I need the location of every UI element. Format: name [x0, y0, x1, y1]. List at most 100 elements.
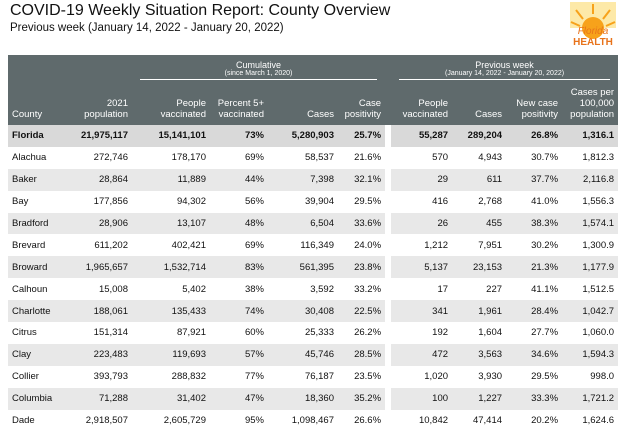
cell: 94,302: [176, 196, 206, 208]
cell: 1,020: [385, 365, 453, 388]
cell: 1,961: [452, 300, 507, 323]
cell: 69%: [244, 152, 264, 164]
cell: 15,141,101: [132, 125, 210, 147]
cell: 35.2%: [338, 387, 389, 410]
cell: 3,563: [452, 343, 507, 366]
cell: 48%: [210, 212, 268, 235]
cell: 25.7%: [338, 125, 389, 147]
cell: 23.8%: [338, 256, 389, 279]
cell: 38.3%: [506, 212, 563, 235]
cell: 7,951: [478, 239, 503, 251]
cell: 57%: [210, 343, 268, 366]
logo-text: HEALTH: [573, 37, 613, 48]
county-name: Bradford: [8, 212, 70, 235]
table-row: Columbia 71,288 31,402 47% 18,360 35.2% 100 1,2…: [8, 387, 619, 410]
cell: 188,061: [70, 300, 132, 323]
cell: 1,624.6: [582, 415, 615, 427]
table-row: Dade 2,918,507 2,605,729 95% 1,098,467 26.6% 1…: [8, 409, 618, 431]
cell: 71,288: [70, 387, 132, 410]
cell: 2,605,729: [163, 415, 206, 427]
cell: 7,398: [268, 168, 338, 191]
group-box: Cumulative (since March 1, 2020): [140, 59, 378, 80]
cell: 18,360: [268, 387, 338, 410]
county-name: Calhoun: [12, 283, 48, 295]
cell: 272,746: [93, 152, 128, 164]
cell: 25,333: [304, 327, 334, 339]
county-name: Clay: [8, 343, 70, 366]
table-row: Florida 21,975,117 15,141,101 73% 5,280,903 2…: [8, 125, 619, 147]
cell: 77%: [244, 371, 264, 383]
group-title: Cumulative: [235, 59, 282, 70]
cell: 1,604: [478, 327, 503, 339]
cell: 100: [385, 387, 453, 410]
cell: 3,592: [310, 283, 334, 295]
cell: 1,532,714: [132, 256, 210, 279]
logo: Florida HEALTH: [570, 2, 616, 48]
cell: 2,918,507: [85, 415, 128, 427]
column-header: Cases: [452, 84, 507, 125]
cell: 341: [385, 300, 453, 323]
cell: 3,930: [478, 371, 503, 383]
table-row: Brevard 611,202 402,421 69% 116,349 24.0% 1,21…: [8, 234, 618, 257]
report-subtitle: Previous week (January 14, 2022 - Januar…: [10, 22, 284, 34]
cell: 13,107: [132, 212, 210, 235]
cell: 69%: [244, 239, 264, 251]
cell: 29.5%: [531, 371, 559, 383]
column-header: People vaccinated: [132, 84, 210, 125]
cell: 570: [385, 146, 453, 169]
cell: 26.2%: [354, 327, 382, 339]
column-header: 2021 population: [70, 84, 132, 125]
cell: 27.7%: [531, 327, 559, 339]
cell: 1,721.2: [562, 387, 619, 410]
cell: 28.5%: [338, 343, 389, 366]
cell: 192: [385, 322, 453, 344]
county-name: Collier: [12, 371, 39, 383]
cell: 60%: [244, 327, 264, 339]
table-row: Bradford 28,906 13,107 48% 6,504 33.6% 26 455 38…: [8, 212, 619, 235]
table-row: Baker 28,864 11,889 44% 7,398 32.1% 29 611 37.7%…: [8, 168, 619, 191]
cell: 32.1%: [338, 168, 389, 191]
cell: 28.4%: [506, 300, 563, 323]
cell: 10,842: [385, 409, 453, 431]
cell: 1,965,657: [70, 256, 132, 279]
cell: 38%: [244, 283, 264, 295]
cell: 30.2%: [531, 239, 559, 251]
cell: 1,574.1: [562, 212, 619, 235]
cell: 29.5%: [354, 196, 382, 208]
cell: 11,889: [132, 168, 210, 191]
county-table: Cumulative (since March 1, 2020) Previous …: [8, 55, 619, 431]
cell: 45,746: [268, 343, 338, 366]
cell: 2,116.8: [562, 168, 619, 191]
cell: 74%: [210, 300, 268, 323]
column-header: Case positivity: [338, 84, 389, 125]
cell: 1,227: [452, 387, 507, 410]
spacer: [8, 55, 132, 84]
group-title: Previous week: [475, 59, 534, 70]
cell: 1,177.9: [562, 256, 619, 279]
cell: 37.7%: [506, 168, 563, 191]
cell: 55,287: [385, 125, 453, 147]
cell: 26.6%: [354, 415, 382, 427]
county-name: Broward: [8, 256, 70, 279]
cell: 1,042.7: [562, 300, 619, 323]
cell: 393,793: [93, 371, 128, 383]
county-name: Alachua: [12, 152, 47, 164]
table-row: Broward 1,965,657 1,532,714 83% 561,395 23.8%…: [8, 256, 619, 279]
cell: 31,402: [132, 387, 210, 410]
cell: 6,504: [268, 212, 338, 235]
county-name: Charlotte: [8, 300, 70, 323]
cell: 44%: [210, 168, 268, 191]
cell: 83%: [210, 256, 268, 279]
logo-text: Florida: [578, 26, 609, 37]
table-row: Bay 177,856 94,302 56% 39,904 29.5% 416 2,768 41…: [8, 190, 618, 213]
cell: 41.0%: [531, 196, 559, 208]
cell: 561,395: [268, 256, 338, 279]
cell: 472: [385, 343, 453, 366]
table-row: Calhoun 15,008 5,402 38% 3,592 33.2% 17 227 41.1…: [8, 278, 618, 301]
county-name: Florida: [8, 125, 70, 147]
cell: 611,202: [94, 239, 128, 251]
county-name: Bay: [12, 196, 29, 208]
county-name: Baker: [8, 168, 70, 191]
cell: 1,098,467: [291, 415, 334, 427]
column-header: County: [8, 84, 70, 125]
